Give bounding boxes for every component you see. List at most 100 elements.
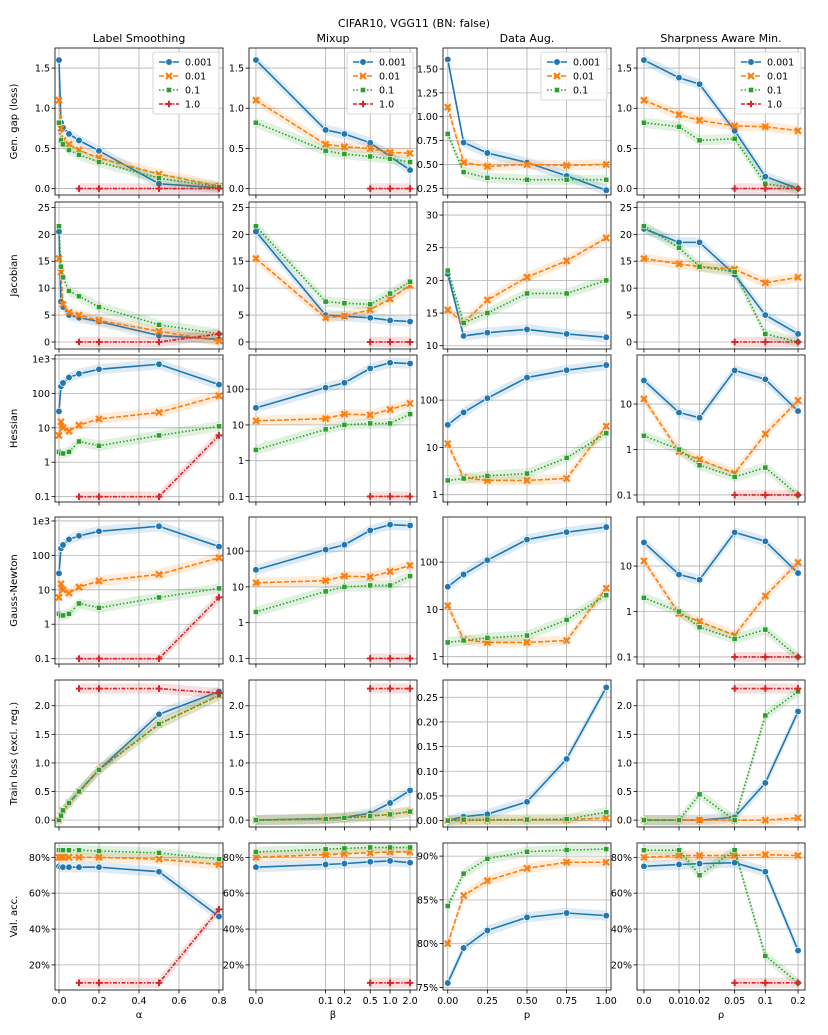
y-tick-label: 0.0 bbox=[617, 816, 632, 827]
series-0-1 bbox=[444, 843, 610, 912]
column-title-data-aug: Data Aug. bbox=[500, 32, 555, 45]
data-point bbox=[523, 535, 531, 544]
data-point bbox=[65, 140, 73, 149]
data-point bbox=[794, 396, 802, 405]
data-point bbox=[602, 160, 611, 169]
data-point bbox=[731, 685, 738, 692]
data-point bbox=[602, 523, 610, 531]
legend-marker bbox=[748, 87, 754, 93]
series-0-001 bbox=[252, 357, 414, 413]
data-point bbox=[76, 847, 82, 854]
data-point bbox=[65, 308, 73, 317]
data-point bbox=[444, 583, 452, 591]
y-tick-label: 1.5 bbox=[229, 64, 244, 75]
series-line bbox=[643, 690, 799, 822]
data-point bbox=[675, 260, 683, 268]
data-point bbox=[341, 151, 348, 157]
data-point bbox=[387, 844, 393, 851]
column-title-label-smoothing: Label Smoothing bbox=[93, 32, 186, 45]
confidence-band bbox=[79, 683, 219, 699]
data-point bbox=[95, 147, 103, 155]
data-point bbox=[794, 491, 802, 499]
data-point bbox=[794, 685, 802, 692]
confidence-band bbox=[59, 359, 219, 417]
y-tick-label: 1.0 bbox=[229, 758, 244, 769]
confidence-band bbox=[59, 690, 219, 826]
series-1-0 bbox=[731, 977, 802, 988]
series-line bbox=[643, 861, 799, 951]
y-tick-label: 0.15 bbox=[417, 742, 438, 753]
data-point bbox=[484, 174, 491, 181]
data-point bbox=[65, 427, 73, 435]
data-point bbox=[675, 570, 683, 579]
data-point bbox=[366, 493, 374, 500]
data-point bbox=[76, 788, 82, 795]
series-0-1 bbox=[444, 428, 610, 486]
data-point bbox=[76, 600, 82, 607]
data-point bbox=[95, 655, 103, 662]
series-0-001 bbox=[252, 855, 414, 873]
data-point bbox=[55, 431, 63, 440]
data-point bbox=[731, 847, 738, 854]
data-point bbox=[156, 432, 162, 439]
data-point bbox=[215, 380, 223, 389]
data-point bbox=[386, 295, 394, 303]
data-point bbox=[76, 293, 82, 300]
legend-label: 0.1 bbox=[767, 86, 782, 97]
data-point bbox=[253, 447, 259, 453]
series-1-0 bbox=[731, 183, 802, 194]
legend-label: 1.0 bbox=[185, 100, 200, 111]
series-line bbox=[255, 851, 411, 859]
data-point bbox=[406, 859, 414, 867]
series-1-0 bbox=[366, 491, 414, 502]
y-tick-label: 0 bbox=[626, 338, 632, 349]
data-point bbox=[96, 766, 102, 773]
data-point bbox=[603, 846, 610, 853]
axes-frame bbox=[248, 516, 418, 665]
data-point bbox=[60, 847, 66, 854]
data-point bbox=[484, 310, 491, 316]
series-line bbox=[643, 369, 799, 419]
data-point bbox=[460, 637, 467, 644]
y-tick-label: 5 bbox=[238, 311, 244, 322]
axes-frame bbox=[248, 201, 418, 350]
series-line bbox=[643, 99, 799, 132]
data-point bbox=[460, 169, 467, 175]
panel-jacobian-data-aug: 10 15 20 25 30 bbox=[426, 201, 612, 353]
data-point bbox=[443, 439, 452, 448]
axes-frame bbox=[636, 47, 806, 196]
axes-frame bbox=[54, 201, 224, 350]
y-tick-label: 1.0 bbox=[35, 104, 50, 115]
data-point bbox=[367, 420, 374, 427]
series-1-0 bbox=[75, 328, 223, 348]
data-point bbox=[761, 172, 769, 181]
data-point bbox=[252, 56, 260, 64]
data-point bbox=[95, 493, 103, 500]
data-point bbox=[387, 155, 393, 162]
data-point bbox=[524, 176, 530, 183]
panel-gauss-newton-sharpness-aware-min: 0.1 1 10 bbox=[617, 516, 806, 668]
data-point bbox=[523, 638, 531, 647]
data-point bbox=[762, 338, 769, 346]
data-point bbox=[322, 846, 329, 853]
axes-frame bbox=[442, 842, 612, 991]
legend-label: 0.001 bbox=[185, 58, 212, 69]
data-point bbox=[695, 116, 704, 125]
y-tick-label: 0.5 bbox=[617, 144, 632, 155]
data-point bbox=[215, 330, 223, 338]
data-point bbox=[321, 860, 330, 869]
data-point bbox=[676, 608, 682, 615]
data-point bbox=[731, 653, 738, 661]
data-point bbox=[366, 858, 374, 866]
data-point bbox=[75, 421, 83, 429]
series-line bbox=[446, 861, 607, 944]
data-point bbox=[215, 432, 223, 439]
confidence-band bbox=[643, 686, 799, 826]
confidence-band bbox=[255, 570, 411, 618]
data-point bbox=[761, 537, 769, 545]
data-point bbox=[215, 542, 223, 551]
column-title-sharpness-aware-min: Sharpness Aware Min. bbox=[660, 32, 781, 45]
x-tick-label: 0.1 bbox=[318, 996, 333, 1007]
data-point bbox=[340, 572, 349, 580]
panel-val-acc-mixup: 20% 40% 60% 80% 0.0 0.1 0.2 0.5 1.0 2.0 β bbox=[223, 842, 418, 1021]
